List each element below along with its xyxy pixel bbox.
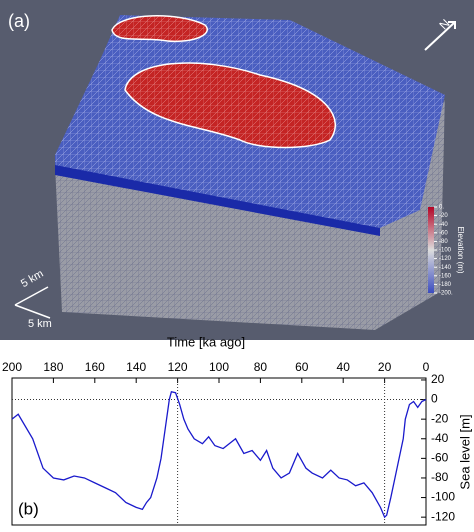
island xyxy=(124,62,336,149)
colorbar-tick-label: -160 xyxy=(439,273,452,279)
y-tick-label: 20 xyxy=(431,372,445,386)
x-tick-label: 160 xyxy=(85,360,105,374)
y-tick-label: 0 xyxy=(431,392,438,406)
y-axis-label: Sea level [m] xyxy=(457,414,472,489)
colorbar-tick-label: -140 xyxy=(439,265,452,271)
x-tick-label: 60 xyxy=(295,360,309,374)
colorbar-tick-label: 0. xyxy=(439,205,444,211)
x-axis-label: Time [ka ago] xyxy=(167,334,245,349)
block-front xyxy=(55,165,380,330)
colorbar-title: Elevation (m) xyxy=(456,226,465,273)
x-tick-label: 40 xyxy=(337,360,351,374)
panel-label: (a) xyxy=(8,11,30,31)
colorbar-tick-label: -100 xyxy=(439,248,452,254)
block-edge xyxy=(55,165,380,236)
colorbar-tick-label: -80 xyxy=(439,239,448,245)
colorbar-tick-label: -200. xyxy=(439,291,453,297)
y-tick-label: -20 xyxy=(431,411,449,425)
x-tick-label: 80 xyxy=(254,360,268,374)
x-tick-label: 120 xyxy=(168,360,188,374)
x-tick-label: 100 xyxy=(209,360,229,374)
colorbar-tick-label: -120 xyxy=(439,256,452,262)
y-tick-label: -120 xyxy=(431,509,455,523)
north-arrow xyxy=(424,21,456,51)
scale-bar xyxy=(14,286,51,319)
island xyxy=(111,15,208,43)
x-tick-label: 200 xyxy=(2,360,22,374)
x-tick-label: 180 xyxy=(43,360,63,374)
line xyxy=(11,390,427,519)
colorbar-tick-label: -60 xyxy=(439,230,448,236)
x-tick-label: 140 xyxy=(126,360,146,374)
x-tick-label: 20 xyxy=(378,360,392,374)
colorbar-tick-label: -20 xyxy=(439,213,448,219)
panel-label: (b) xyxy=(18,499,39,518)
y-tick-label: -80 xyxy=(431,470,449,484)
colorbar-tick-label: -180 xyxy=(439,282,452,288)
colorbar-tick-label: -40 xyxy=(439,222,448,228)
y-tick-label: -40 xyxy=(431,431,449,445)
scale-label: 5 km xyxy=(28,318,52,330)
y-tick-label: -100 xyxy=(431,490,455,504)
colorbar xyxy=(428,207,434,293)
x-tick-label: 0 xyxy=(423,360,430,374)
y-tick-label: -60 xyxy=(431,451,449,465)
